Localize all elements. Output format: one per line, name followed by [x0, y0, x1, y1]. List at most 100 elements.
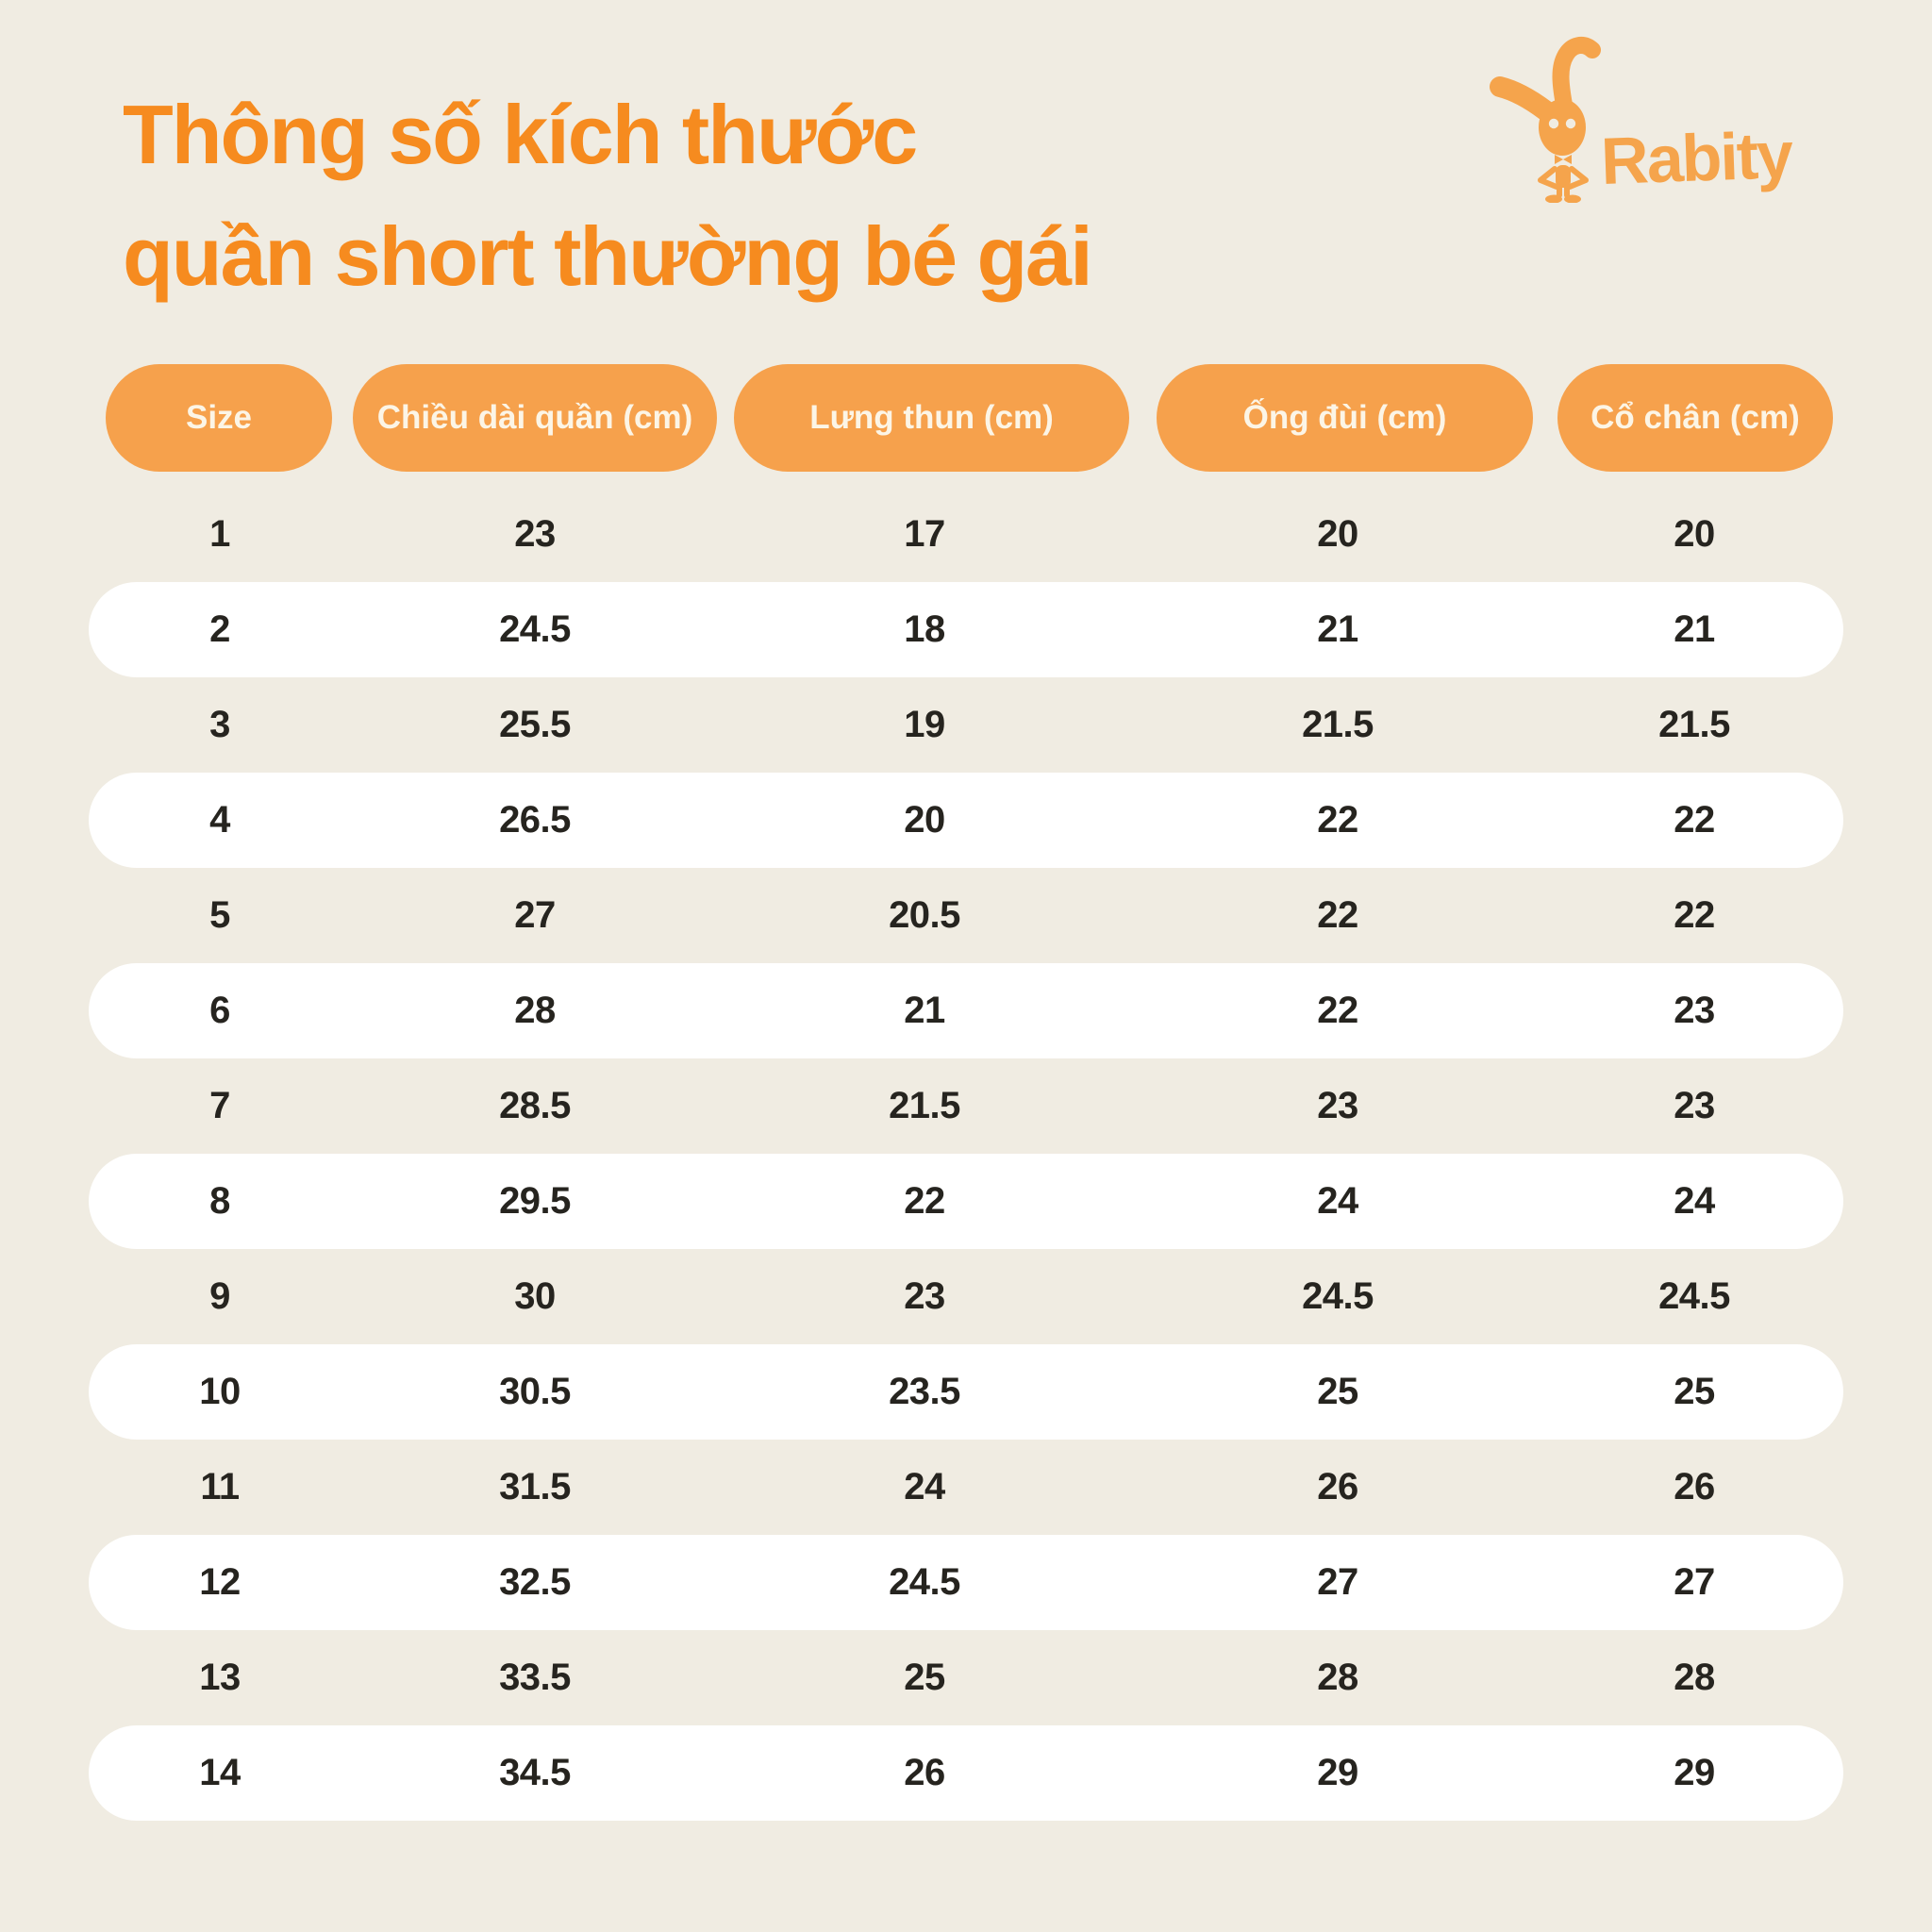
table-row: 2 24.5 18 21 21	[89, 582, 1843, 677]
rabity-logo: Rabity	[1490, 37, 1795, 203]
table-row: 4 26.5 20 22 22	[89, 773, 1843, 868]
table-cell: 17	[904, 513, 945, 555]
table-cell: 25.5	[499, 704, 571, 745]
table-row: 11 31.5 24 26 26	[89, 1440, 1843, 1535]
table-cell: 22	[1317, 894, 1358, 936]
table-cell: 24	[1674, 1180, 1715, 1222]
table-cell: 13	[199, 1657, 241, 1698]
table-cell: 2	[209, 608, 230, 650]
table-cell: 21	[1317, 608, 1358, 650]
table-cell: 11	[200, 1466, 240, 1507]
table-cell: 34.5	[499, 1752, 571, 1793]
table-cell: 8	[209, 1180, 230, 1222]
table-cell: 20	[1674, 513, 1715, 555]
table-row: 5 27 20.5 22 22	[89, 868, 1843, 963]
brand-wordmark: Rabity	[1600, 118, 1795, 198]
table-row: 1 23 17 20 20	[89, 487, 1843, 582]
table-row: 10 30.5 23.5 25 25	[89, 1344, 1843, 1440]
table-cell: 25	[1317, 1371, 1358, 1412]
table-cell: 24.5	[889, 1561, 960, 1603]
table-cell: 24.5	[1658, 1275, 1730, 1317]
table-cell: 27	[1674, 1561, 1715, 1603]
table-cell: 28	[1317, 1657, 1358, 1698]
table-cell: 20	[1317, 513, 1358, 555]
header-cell-ankle: Cổ chân (cm)	[1545, 364, 1843, 472]
table-cell: 14	[199, 1752, 241, 1793]
table-cell: 22	[1674, 799, 1715, 841]
table-cell: 29	[1317, 1752, 1358, 1793]
table-cell: 20.5	[889, 894, 960, 936]
table-row: 7 28.5 21.5 23 23	[89, 1058, 1843, 1154]
header-pill-waist: Lưng thun (cm)	[734, 364, 1129, 472]
table-cell: 21.5	[1302, 704, 1374, 745]
table-cell: 23	[1674, 1085, 1715, 1126]
table-cell: 7	[209, 1085, 230, 1126]
table-row: 3 25.5 19 21.5 21.5	[89, 677, 1843, 773]
table-cell: 23	[904, 1275, 945, 1317]
table-cell: 24	[904, 1466, 945, 1507]
header-cell-size: Size	[89, 364, 351, 472]
table-cell: 24.5	[1302, 1275, 1374, 1317]
table-cell: 31.5	[499, 1466, 571, 1507]
table-cell: 26.5	[499, 799, 571, 841]
table-row: 9 30 23 24.5 24.5	[89, 1249, 1843, 1344]
table-cell: 23	[514, 513, 556, 555]
table-cell: 28.5	[499, 1085, 571, 1126]
table-cell: 3	[209, 704, 230, 745]
header-pill-thigh: Ống đùi (cm)	[1157, 364, 1533, 472]
table-cell: 25	[904, 1657, 945, 1698]
table-cell: 26	[904, 1752, 945, 1793]
table-cell: 5	[209, 894, 230, 936]
table-cell: 21	[904, 990, 945, 1031]
table-cell: 29	[1674, 1752, 1715, 1793]
table-cell: 23	[1674, 990, 1715, 1031]
table-cell: 6	[209, 990, 230, 1031]
table-cell: 25	[1674, 1371, 1715, 1412]
table-cell: 10	[199, 1371, 241, 1412]
table-row: 13 33.5 25 28 28	[89, 1630, 1843, 1725]
table-cell: 1	[209, 513, 230, 555]
table-cell: 27	[1317, 1561, 1358, 1603]
bunny-mascot-body	[1539, 99, 1586, 203]
table-cell: 27	[514, 894, 556, 936]
bunny-mascot-icon	[1490, 37, 1601, 190]
table-cell: 28	[514, 990, 556, 1031]
header-pill-size: Size	[106, 364, 332, 472]
table-cell: 4	[209, 799, 230, 841]
header-pill-ankle: Cổ chân (cm)	[1557, 364, 1833, 472]
table-cell: 22	[1317, 799, 1358, 841]
table-body: 1 23 17 20 20 2 24.5 18 21 21 3 25.5 19 21.5 21.5 4 26.5…	[89, 487, 1843, 1821]
table-cell: 24	[1317, 1180, 1358, 1222]
table-cell: 32.5	[499, 1561, 571, 1603]
table-cell: 23.5	[889, 1371, 960, 1412]
table-cell: 12	[199, 1561, 241, 1603]
table-row: 14 34.5 26 29 29	[89, 1725, 1843, 1821]
header-cell-waist: Lưng thun (cm)	[719, 364, 1130, 472]
table-cell: 22	[1317, 990, 1358, 1031]
table-cell: 30	[514, 1275, 556, 1317]
table-cell: 23	[1317, 1085, 1358, 1126]
table-cell: 20	[904, 799, 945, 841]
page-title-line1: Thông số kích thước	[123, 88, 918, 181]
page-title: Thông số kích thước quần short thường bé…	[123, 74, 1093, 318]
table-row: 6 28 21 22 23	[89, 963, 1843, 1058]
table-cell: 22	[904, 1180, 945, 1222]
header-cell-length: Chiều dài quần (cm)	[351, 364, 719, 472]
table-row: 12 32.5 24.5 27 27	[89, 1535, 1843, 1630]
table-cell: 21	[1674, 608, 1715, 650]
page-title-line2: quần short thường bé gái	[123, 209, 1093, 304]
table-cell: 24.5	[499, 608, 571, 650]
table-cell: 26	[1674, 1466, 1715, 1507]
table-header-row: Size Chiều dài quần (cm) Lưng thun (cm) …	[89, 364, 1843, 472]
table-cell: 21.5	[889, 1085, 960, 1126]
table-cell: 22	[1674, 894, 1715, 936]
header-cell-thigh: Ống đùi (cm)	[1130, 364, 1545, 472]
table-cell: 30.5	[499, 1371, 571, 1412]
table-cell: 33.5	[499, 1657, 571, 1698]
header-pill-length: Chiều dài quần (cm)	[353, 364, 717, 472]
table-cell: 28	[1674, 1657, 1715, 1698]
table-cell: 21.5	[1658, 704, 1730, 745]
table-cell: 19	[904, 704, 945, 745]
table-cell: 29.5	[499, 1180, 571, 1222]
table-cell: 18	[904, 608, 945, 650]
